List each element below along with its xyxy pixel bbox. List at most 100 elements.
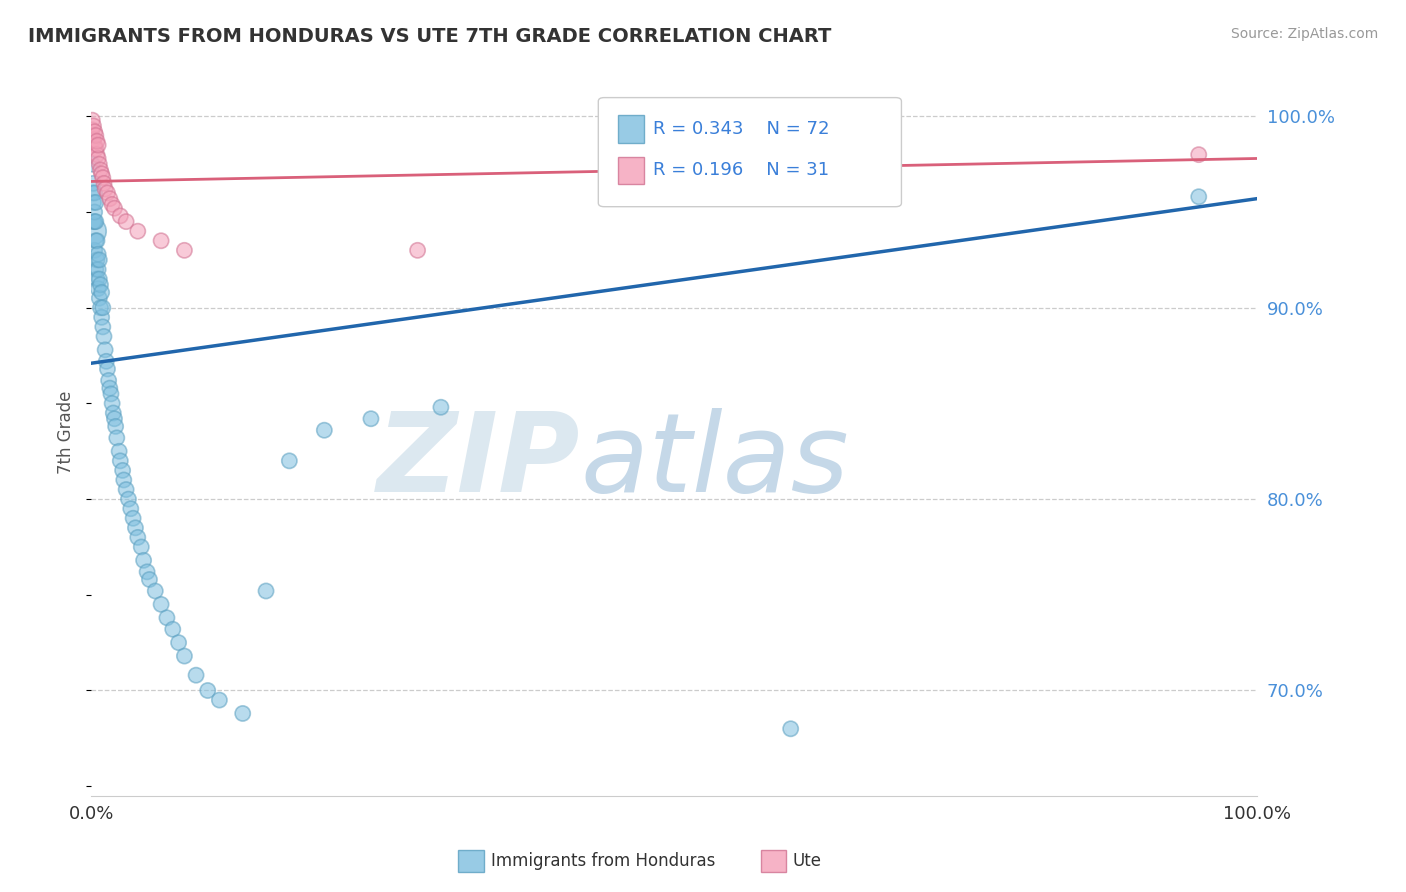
Point: [136, 565, 159, 579]
Point: [98, 192, 121, 206]
Point: [87, 152, 110, 166]
Text: Ute: Ute: [793, 852, 823, 870]
Point: [86, 272, 108, 286]
Point: [162, 622, 184, 636]
Point: [86, 234, 108, 248]
Bar: [619, 156, 644, 184]
Point: [129, 540, 152, 554]
Point: [83, 138, 105, 153]
Point: [111, 463, 134, 477]
Point: [173, 244, 195, 258]
Point: [86, 252, 108, 267]
Point: [122, 511, 145, 525]
Text: IMMIGRANTS FROM HONDURAS VS UTE 7TH GRADE CORRELATION CHART: IMMIGRANTS FROM HONDURAS VS UTE 7TH GRAD…: [28, 27, 831, 45]
Text: ZIP: ZIP: [377, 408, 581, 515]
Point: [314, 423, 336, 437]
FancyBboxPatch shape: [599, 97, 901, 207]
Point: [167, 635, 190, 649]
Point: [84, 234, 107, 248]
Point: [110, 209, 132, 223]
Text: atlas: atlas: [581, 408, 849, 515]
Point: [138, 573, 160, 587]
Point: [93, 329, 115, 343]
Point: [86, 147, 108, 161]
Point: [103, 411, 125, 425]
Point: [117, 492, 139, 507]
Point: [254, 584, 277, 599]
Point: [82, 195, 104, 210]
Point: [82, 119, 104, 133]
Point: [103, 201, 125, 215]
Point: [115, 483, 138, 497]
Text: R = 0.343    N = 72: R = 0.343 N = 72: [654, 120, 830, 138]
Point: [87, 262, 110, 277]
Point: [89, 291, 111, 305]
Point: [89, 252, 111, 267]
Point: [83, 186, 105, 200]
Point: [87, 247, 110, 261]
Point: [84, 262, 107, 277]
Point: [1188, 147, 1211, 161]
Point: [278, 454, 301, 468]
Point: [108, 444, 131, 458]
Point: [89, 277, 111, 292]
Point: [360, 411, 382, 425]
Point: [87, 282, 110, 296]
Point: [110, 454, 132, 468]
Bar: [619, 115, 644, 143]
Point: [112, 473, 135, 487]
Point: [173, 648, 195, 663]
Point: [104, 419, 127, 434]
Point: [103, 406, 125, 420]
Point: [779, 722, 801, 736]
Point: [156, 611, 179, 625]
Point: [97, 374, 120, 388]
Point: [98, 381, 121, 395]
Text: Source: ZipAtlas.com: Source: ZipAtlas.com: [1230, 27, 1378, 41]
Point: [184, 668, 207, 682]
Point: [82, 122, 104, 136]
Point: [82, 186, 104, 200]
Point: [90, 167, 112, 181]
Point: [91, 170, 114, 185]
Point: [84, 142, 107, 156]
Point: [89, 163, 111, 178]
Point: [82, 157, 104, 171]
Point: [90, 310, 112, 325]
Point: [127, 224, 149, 238]
Point: [197, 683, 219, 698]
Point: [232, 706, 254, 721]
Point: [100, 387, 122, 401]
Point: [96, 354, 118, 368]
Point: [83, 244, 105, 258]
Point: [150, 234, 173, 248]
Point: [89, 301, 111, 315]
Point: [96, 362, 118, 376]
Point: [87, 138, 110, 153]
Text: Immigrants from Honduras: Immigrants from Honduras: [491, 852, 716, 870]
Point: [150, 598, 173, 612]
Point: [94, 343, 117, 357]
Point: [94, 182, 117, 196]
Point: [105, 431, 128, 445]
Point: [1188, 190, 1211, 204]
Point: [101, 396, 124, 410]
Point: [82, 177, 104, 191]
Text: R = 0.196    N = 31: R = 0.196 N = 31: [654, 161, 830, 179]
Point: [91, 301, 114, 315]
Point: [84, 214, 107, 228]
Point: [101, 197, 124, 211]
Point: [89, 157, 111, 171]
Point: [83, 205, 105, 219]
Point: [82, 224, 104, 238]
Point: [84, 128, 107, 143]
Point: [127, 530, 149, 544]
Point: [208, 693, 231, 707]
Point: [93, 177, 115, 191]
Point: [120, 501, 142, 516]
Point: [82, 214, 104, 228]
Point: [124, 521, 146, 535]
Point: [91, 319, 114, 334]
Point: [406, 244, 429, 258]
Point: [86, 134, 108, 148]
